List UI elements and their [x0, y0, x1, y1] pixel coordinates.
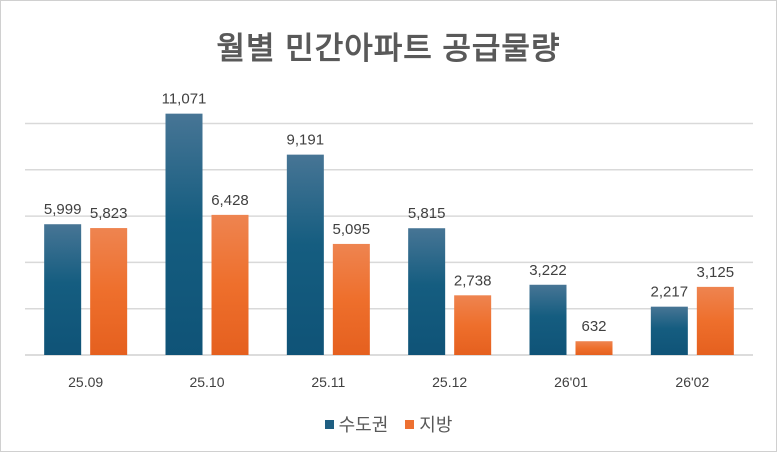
- legend-swatch: [405, 419, 415, 429]
- x-tick-label: 25.10: [189, 374, 224, 390]
- x-tick-label: 25.11: [311, 374, 345, 390]
- bar-regional: [332, 243, 370, 355]
- x-tick-label: 26'01: [554, 374, 588, 390]
- data-label: 9,191: [287, 132, 325, 149]
- legend-item-regional: 지방: [405, 411, 452, 437]
- bar-capital: [286, 154, 324, 355]
- legend-item-capital: 수도권: [324, 411, 389, 437]
- data-label: 3,125: [697, 264, 735, 281]
- bar-capital: [529, 284, 567, 355]
- bar-regional: [696, 286, 734, 355]
- bar-capital: [165, 113, 203, 356]
- data-label: 2,738: [454, 272, 492, 289]
- data-label: 6,428: [211, 192, 249, 209]
- legend-label: 수도권: [338, 415, 389, 435]
- bar-regional: [211, 214, 249, 355]
- data-label: 5,095: [333, 221, 371, 238]
- bar-regional: [90, 228, 128, 355]
- data-label: 3,222: [529, 262, 567, 279]
- bar-capital: [44, 224, 82, 355]
- data-label: 5,999: [44, 201, 82, 218]
- legend-label: 지방: [419, 415, 453, 435]
- x-tick-label: 25.12: [432, 374, 467, 390]
- data-label: 632: [581, 318, 606, 335]
- data-label: 5,823: [90, 205, 128, 222]
- bar-regional: [454, 295, 492, 355]
- chart-title: 월별 민간아파트 공급물량: [216, 31, 561, 66]
- x-tick-label: 26'02: [675, 374, 709, 390]
- legend-swatch: [324, 419, 334, 429]
- bar-capital: [408, 228, 446, 355]
- legend: 수도권 지방: [1, 411, 776, 437]
- data-label: 2,217: [651, 284, 689, 301]
- data-label: 5,815: [408, 205, 446, 222]
- x-tick-label: 25.09: [68, 374, 103, 390]
- bar-capital: [650, 306, 688, 355]
- data-label: 11,071: [162, 91, 207, 108]
- bar-regional: [575, 341, 613, 355]
